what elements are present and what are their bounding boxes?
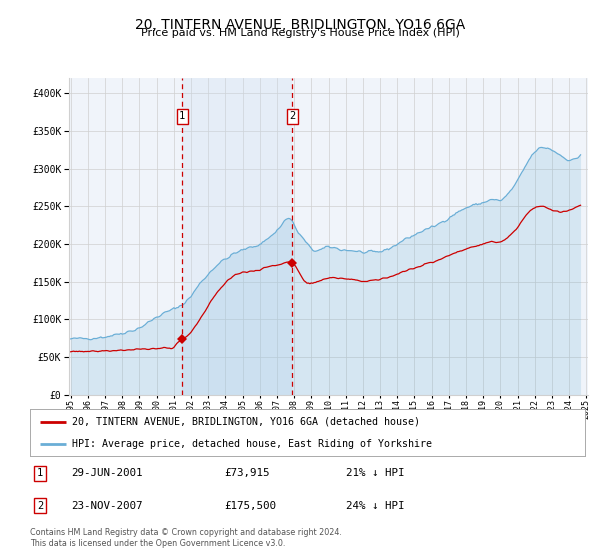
- Text: 29-JUN-2001: 29-JUN-2001: [71, 468, 143, 478]
- Text: This data is licensed under the Open Government Licence v3.0.: This data is licensed under the Open Gov…: [30, 539, 286, 548]
- Text: 1: 1: [37, 468, 43, 478]
- Text: HPI: Average price, detached house, East Riding of Yorkshire: HPI: Average price, detached house, East…: [71, 438, 431, 449]
- Bar: [182, 78, 292, 395]
- Text: Contains HM Land Registry data © Crown copyright and database right 2024.: Contains HM Land Registry data © Crown c…: [30, 528, 342, 536]
- Text: £175,500: £175,500: [224, 501, 276, 511]
- Text: 24% ↓ HPI: 24% ↓ HPI: [346, 501, 405, 511]
- Text: £73,915: £73,915: [224, 468, 270, 478]
- Text: 2: 2: [289, 111, 295, 122]
- Text: 23-NOV-2007: 23-NOV-2007: [71, 501, 143, 511]
- Text: 21% ↓ HPI: 21% ↓ HPI: [346, 468, 405, 478]
- Text: Price paid vs. HM Land Registry's House Price Index (HPI): Price paid vs. HM Land Registry's House …: [140, 28, 460, 38]
- Text: 20, TINTERN AVENUE, BRIDLINGTON, YO16 6GA: 20, TINTERN AVENUE, BRIDLINGTON, YO16 6G…: [135, 18, 465, 32]
- Text: 1: 1: [179, 111, 185, 122]
- Text: 2: 2: [37, 501, 43, 511]
- Text: 20, TINTERN AVENUE, BRIDLINGTON, YO16 6GA (detached house): 20, TINTERN AVENUE, BRIDLINGTON, YO16 6G…: [71, 417, 419, 427]
